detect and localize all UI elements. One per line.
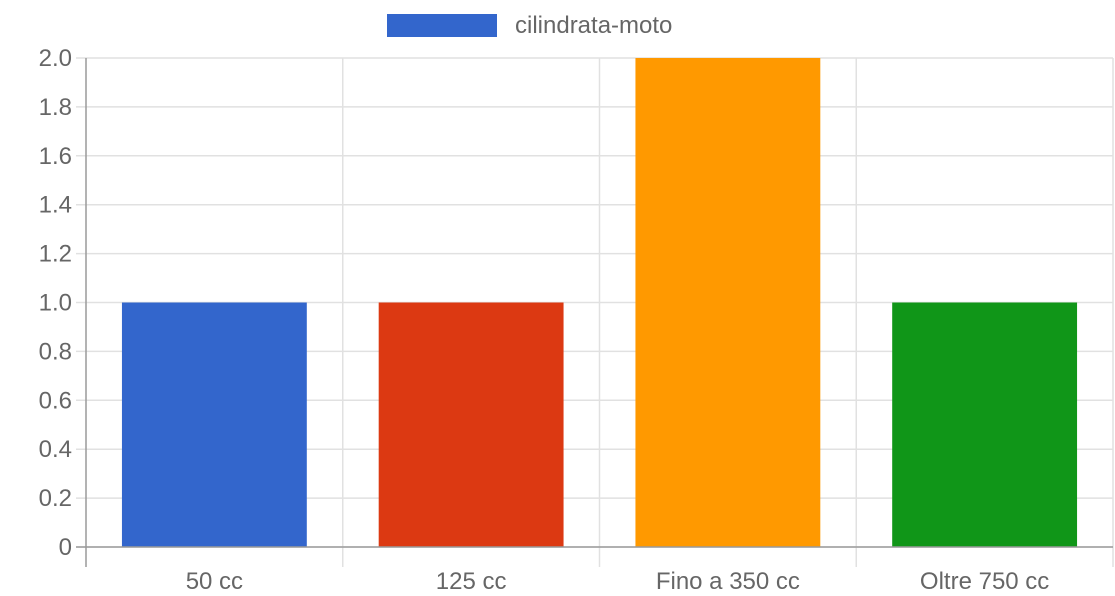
y-tick-label: 0.6: [39, 387, 72, 414]
y-tick-label: 2.0: [39, 45, 72, 72]
y-tick-labels: 0 0.2 0.4 0.6 0.8 1.0 1.2 1.4 1.6 1.8 2.0: [39, 45, 72, 561]
x-tick-label: 50 cc: [186, 568, 243, 595]
y-tick-label: 0.4: [39, 436, 72, 463]
y-tick-label: 0.2: [39, 485, 72, 512]
legend-label: cilindrata-moto: [515, 12, 672, 39]
y-tick-label: 1.6: [39, 143, 72, 170]
legend-swatch: [387, 14, 497, 37]
bar: [635, 58, 821, 547]
y-tick-label: 0.8: [39, 338, 72, 365]
bars: [121, 58, 1078, 547]
bar: [892, 302, 1078, 547]
bar: [378, 302, 564, 547]
y-tick-label: 1.4: [39, 192, 72, 219]
y-tick-label: 1.0: [39, 290, 72, 317]
legend: cilindrata-moto: [387, 12, 672, 39]
bar: [121, 302, 307, 547]
y-tick-label: 1.8: [39, 94, 72, 121]
y-tick-label: 1.2: [39, 241, 72, 268]
x-tick-label: 125 cc: [436, 568, 507, 595]
axes: [76, 58, 1113, 567]
y-tick-label: 0: [59, 534, 72, 561]
x-tick-label: Fino a 350 cc: [656, 568, 800, 595]
x-tick-labels: 50 cc 125 cc Fino a 350 cc Oltre 750 cc: [186, 568, 1050, 595]
x-tick-label: Oltre 750 cc: [920, 568, 1049, 595]
